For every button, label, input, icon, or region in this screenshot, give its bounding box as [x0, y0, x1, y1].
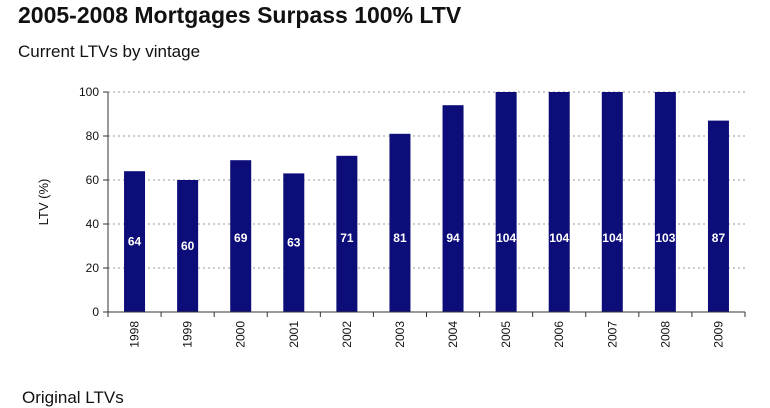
y-tick-label-40: 40: [86, 217, 100, 231]
data-label-2007: 104: [602, 231, 622, 245]
data-label-2000: 69: [234, 231, 248, 245]
bar-2008: [654, 92, 676, 312]
x-tick-label-2004: 2004: [446, 321, 460, 348]
data-label-2009: 87: [712, 231, 726, 245]
x-tick-label-2008: 2008: [658, 321, 672, 348]
labels: 0 20 40 60 80 100 LTV (%) 64 1998 60 1999 69 2000 63 2…: [36, 85, 725, 348]
bar-1999: [177, 180, 199, 312]
gridlines: [108, 91, 745, 269]
data-label-2008: 103: [655, 231, 675, 245]
chart-title: 2005-2008 Mortgages Surpass 100% LTV: [18, 2, 462, 28]
bar-2001: [283, 173, 305, 312]
x-tick-label-2007: 2007: [605, 321, 619, 348]
y-tick-label-100: 100: [79, 85, 99, 99]
data-label-1999: 60: [181, 239, 195, 253]
next-section-title: Original LTVs: [22, 388, 124, 407]
data-label-2006: 104: [549, 231, 569, 245]
data-label-2002: 71: [340, 231, 354, 245]
bar-2002: [336, 155, 358, 312]
x-tick-label-2009: 2009: [711, 321, 725, 348]
y-axis-title: LTV (%): [36, 179, 51, 226]
x-tick-label-2000: 2000: [234, 321, 248, 348]
axes: [103, 91, 746, 317]
x-tick-label-2005: 2005: [499, 321, 513, 348]
y-tick-label-80: 80: [86, 129, 100, 143]
bars: [124, 92, 729, 312]
bar-2005: [495, 92, 517, 312]
bar-2009: [707, 120, 729, 312]
data-label-2001: 63: [287, 236, 301, 250]
x-tick-label-1998: 1998: [128, 321, 142, 348]
data-label-2005: 104: [496, 231, 516, 245]
x-tick-label-1999: 1999: [181, 321, 195, 348]
data-label-1998: 64: [128, 235, 142, 249]
bar-2004: [442, 105, 464, 312]
x-tick-label-2003: 2003: [393, 321, 407, 348]
y-tick-label-60: 60: [86, 173, 100, 187]
bar-2000: [230, 160, 252, 312]
x-tick-label-2006: 2006: [552, 321, 566, 348]
bar-2007: [601, 92, 623, 312]
x-tick-label-2001: 2001: [287, 321, 301, 348]
bar-2003: [389, 133, 411, 312]
y-tick-label-0: 0: [92, 305, 99, 319]
data-label-2004: 94: [446, 231, 460, 245]
data-label-2003: 81: [393, 231, 407, 245]
bar-1998: [124, 171, 146, 312]
y-tick-label-20: 20: [86, 261, 100, 275]
x-tick-label-2002: 2002: [340, 321, 354, 348]
bar-2006: [548, 92, 570, 312]
chart-subtitle: Current LTVs by vintage: [18, 42, 201, 61]
